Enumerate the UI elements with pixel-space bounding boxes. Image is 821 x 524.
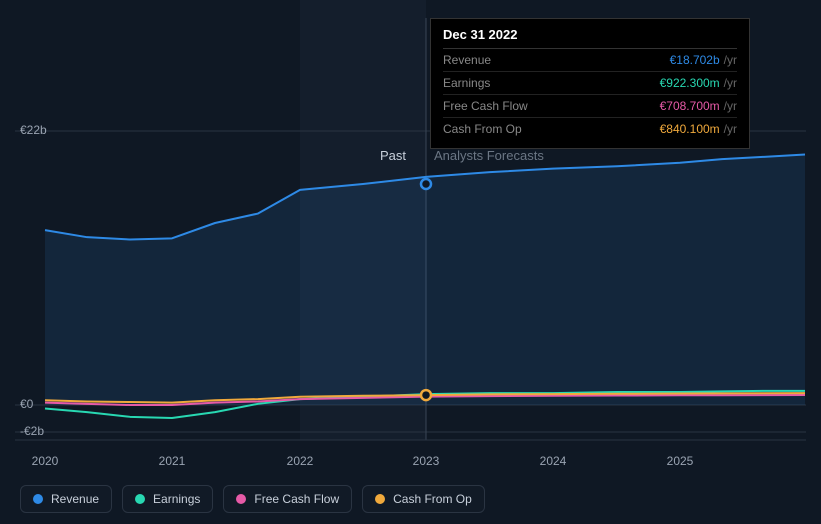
legend-item-label: Cash From Op [393,492,472,506]
tooltip-row-cfo: Cash From Op €840.100m/yr [443,118,737,140]
legend-item-label: Revenue [51,492,99,506]
tooltip-row-label: Revenue [443,53,491,67]
financials-chart: Dec 31 2022 Revenue €18.702b/yr Earnings €9… [0,0,821,524]
legend-item-earnings[interactable]: Earnings [122,485,213,513]
tooltip-row-unit: /yr [724,53,737,67]
legend-item-revenue[interactable]: Revenue [20,485,112,513]
tooltip-date: Dec 31 2022 [443,27,737,49]
section-label-forecasts: Analysts Forecasts [434,148,544,163]
legend-item-cfo[interactable]: Cash From Op [362,485,485,513]
x-axis-label: 2023 [413,454,440,468]
tooltip-row-value: €922.300m [660,76,720,90]
legend-dot-icon [33,494,43,504]
tooltip-row-value: €840.100m [660,122,720,136]
x-axis-label: 2022 [287,454,314,468]
hover-tooltip: Dec 31 2022 Revenue €18.702b/yr Earnings €9… [430,18,750,149]
tooltip-row-revenue: Revenue €18.702b/yr [443,49,737,72]
y-axis-label: €0 [20,397,33,411]
tooltip-row-unit: /yr [724,99,737,113]
x-axis-label: 2024 [540,454,567,468]
y-axis-label: €22b [20,123,47,137]
section-label-past: Past [380,148,406,163]
x-axis-label: 2025 [667,454,694,468]
legend-dot-icon [236,494,246,504]
legend-item-label: Earnings [153,492,200,506]
tooltip-row-label: Cash From Op [443,122,522,136]
legend-dot-icon [375,494,385,504]
tooltip-row-label: Earnings [443,76,490,90]
tooltip-row-label: Free Cash Flow [443,99,528,113]
tooltip-row-fcf: Free Cash Flow €708.700m/yr [443,95,737,118]
chart-legend: Revenue Earnings Free Cash Flow Cash From O… [20,485,485,513]
x-axis-label: 2021 [159,454,186,468]
tooltip-row-earnings: Earnings €922.300m/yr [443,72,737,95]
tooltip-row-unit: /yr [724,76,737,90]
x-axis-label: 2020 [32,454,59,468]
legend-item-label: Free Cash Flow [254,492,339,506]
legend-item-fcf[interactable]: Free Cash Flow [223,485,352,513]
y-axis-label: -€2b [20,424,44,438]
legend-dot-icon [135,494,145,504]
tooltip-row-value: €708.700m [660,99,720,113]
tooltip-row-value: €18.702b [670,53,720,67]
tooltip-row-unit: /yr [724,122,737,136]
